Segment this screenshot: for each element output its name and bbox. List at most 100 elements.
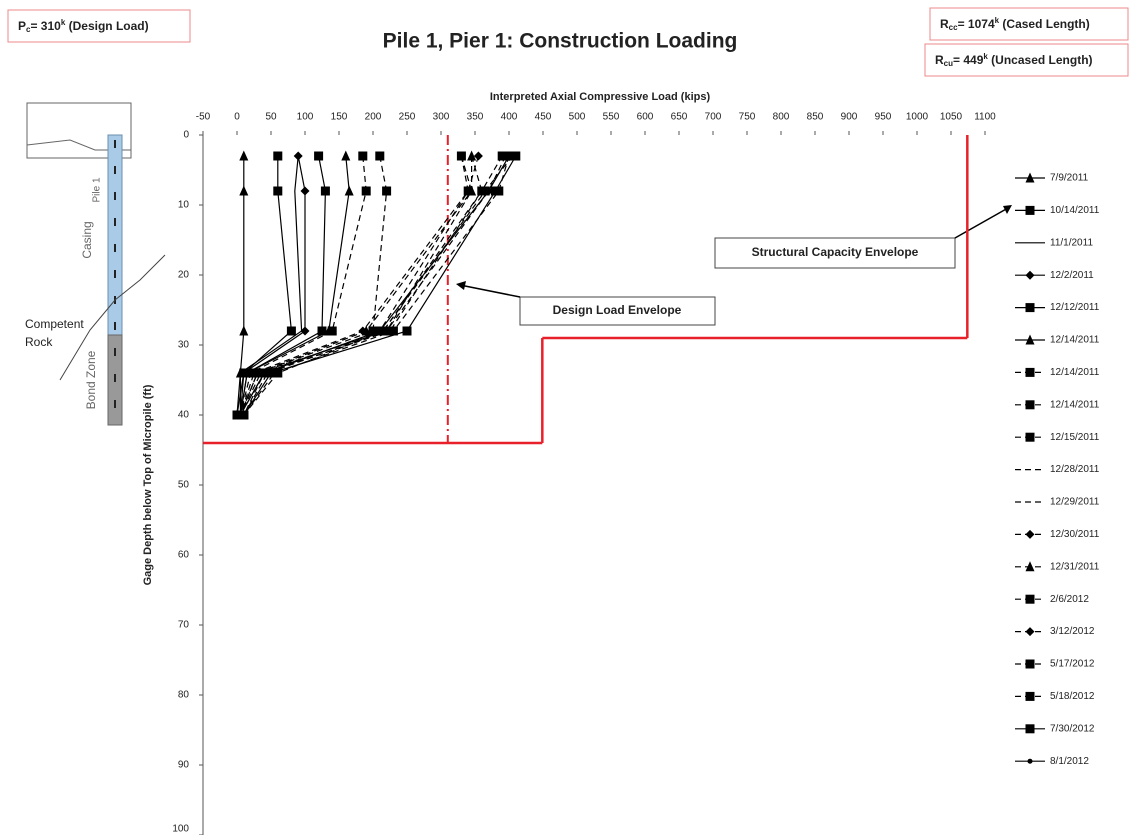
point [321, 187, 330, 196]
y-tick-label: 80 [178, 690, 190, 701]
legend-marker [1026, 368, 1035, 377]
legend-label: 12/2/2011 [1050, 270, 1094, 281]
diagram-label: Rock [25, 335, 53, 349]
sym: R [940, 17, 949, 31]
x-tick-label: 600 [637, 112, 654, 123]
x-tick-label: 950 [875, 112, 892, 123]
legend-label: 2/6/2012 [1050, 594, 1089, 605]
point [486, 189, 491, 194]
x-tick-label: 1000 [906, 112, 929, 123]
legend-label: 12/29/2011 [1050, 497, 1100, 508]
legend-label: 3/12/2012 [1050, 626, 1095, 637]
callout: Design Load Envelope [456, 281, 715, 325]
legend-label: 12/14/2011 [1050, 367, 1100, 378]
x-tick-label: 0 [234, 112, 240, 123]
point [287, 327, 296, 336]
legend-label: 12/15/2011 [1050, 432, 1100, 443]
series [236, 151, 476, 420]
legend-label: 5/18/2012 [1050, 691, 1095, 702]
x-tick-label: 750 [739, 112, 756, 123]
val: = 310 [30, 19, 61, 33]
series [236, 152, 483, 420]
legend-label: 11/1/2011 [1050, 237, 1093, 248]
x-tick-label: 450 [535, 112, 552, 123]
x-tick-label: 900 [841, 112, 858, 123]
box-text: Pc= 310k (Design Load) [18, 18, 149, 34]
pile-diagram: Pile 1 Casing Competent Rock Bond Zone [25, 103, 165, 425]
legend-marker [1026, 627, 1035, 636]
diagram-label: Bond Zone [84, 350, 98, 409]
x-tick-label: 800 [773, 112, 790, 123]
legend-marker [1026, 724, 1035, 733]
x-tick-label: 1050 [940, 112, 963, 123]
series [236, 152, 310, 420]
legend-label: 7/9/2011 [1050, 173, 1089, 184]
point [262, 371, 267, 376]
legend-label: 5/17/2012 [1050, 659, 1095, 670]
x-tick-label: 400 [501, 112, 518, 123]
point [341, 151, 350, 161]
point [239, 186, 248, 196]
sym: P [18, 19, 26, 33]
point [328, 327, 337, 336]
x-tick-label: 850 [807, 112, 824, 123]
callout-text: Structural Capacity Envelope [752, 245, 919, 259]
y-tick-label: 90 [178, 760, 190, 771]
point [491, 187, 500, 196]
legend-marker [1026, 271, 1035, 280]
callout-arrow [955, 208, 1008, 238]
sub: cu [944, 59, 953, 68]
y-tick-label: 40 [178, 410, 190, 421]
legend-marker [1026, 400, 1035, 409]
x-tick-label: 50 [265, 112, 277, 123]
box-text: Rcc= 1074k (Cased Length) [940, 16, 1090, 32]
diagram-label: Pile 1 [92, 177, 103, 202]
diagram-label: Casing [80, 221, 94, 258]
legend-label: 8/1/2012 [1050, 756, 1089, 767]
y-tick-label: 70 [178, 620, 190, 631]
note: (Cased Length) [999, 17, 1090, 31]
point [362, 187, 371, 196]
legend-label: 12/28/2011 [1050, 464, 1100, 475]
legend-label: 12/31/2011 [1050, 561, 1100, 572]
legend-label: 12/14/2011 [1050, 335, 1100, 346]
point [239, 151, 248, 161]
y-tick-label: 30 [178, 340, 190, 351]
x-tick-label: 250 [399, 112, 416, 123]
note: (Uncased Length) [988, 53, 1093, 67]
chart: Pile 1, Pier 1: Construction Loading Int… [0, 0, 1136, 835]
sym: R [935, 53, 944, 67]
x-tick-label: 500 [569, 112, 586, 123]
x-tick-label: 350 [467, 112, 484, 123]
y-tick-label: 20 [178, 270, 190, 281]
legend-label: 12/14/2011 [1050, 399, 1100, 410]
diagram-label: Competent [25, 317, 84, 331]
point [382, 187, 391, 196]
val: = 1074 [958, 17, 995, 31]
point [239, 326, 248, 336]
point [511, 152, 520, 161]
annotation-box: Rcu= 449k (Uncased Length) [925, 44, 1128, 76]
chart-title: Pile 1, Pier 1: Construction Loading [383, 30, 738, 53]
x-tick-label: 1100 [974, 112, 996, 123]
casing [108, 135, 122, 335]
legend-label: 12/30/2011 [1050, 529, 1100, 540]
x-tick-label: -50 [196, 112, 211, 123]
y-tick-label: 100 [172, 824, 189, 835]
box-text: Rcu= 449k (Uncased Length) [935, 52, 1093, 68]
point [403, 327, 412, 336]
legend-marker [1026, 206, 1035, 215]
x-tick-label: 300 [433, 112, 450, 123]
point [294, 152, 303, 161]
y-axis-title: Gage Depth below Top of Micropile (ft) [142, 384, 154, 585]
annotation-box: Rcc= 1074k (Cased Length) [930, 8, 1128, 40]
x-tick-label: 700 [705, 112, 722, 123]
legend-marker [1028, 759, 1033, 764]
x-tick-label: 650 [671, 112, 688, 123]
y-tick-label: 60 [178, 550, 190, 561]
point [273, 187, 282, 196]
legend-marker [1026, 303, 1035, 312]
y-tick-label: 10 [178, 200, 190, 211]
y-tick-label: 0 [183, 130, 189, 141]
legend-marker [1026, 660, 1035, 669]
